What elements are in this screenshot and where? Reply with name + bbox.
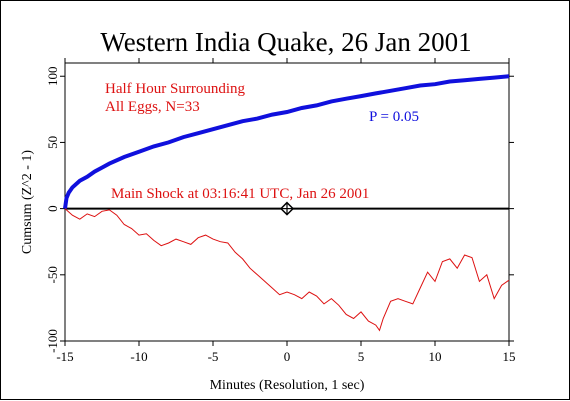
y-tick-label: -100 [45, 329, 60, 353]
y-tick-label: -50 [45, 266, 60, 283]
series-line-envelope [63, 74, 510, 209]
x-axis: -15 -10 -5 0 5 10 15 [56, 58, 516, 364]
y-tick-label: 0 [45, 205, 60, 212]
probability-label: P = 0.05 [369, 109, 419, 125]
series-line-cumsum [64, 208, 510, 332]
y-tick-label: 100 [45, 66, 60, 86]
y-axis-label: Cumsum (Z^2 - 1) [20, 150, 35, 255]
x-tick-label: -15 [56, 349, 73, 364]
x-tick-label: 15 [503, 349, 516, 364]
x-tick-label: 10 [429, 349, 442, 364]
y-axis: -100 -50 0 50 100 [45, 66, 514, 353]
x-axis-label: Minutes (Resolution, 1 sec) [210, 378, 365, 393]
y-tick-label: 50 [45, 136, 60, 149]
dataset-label-line-2: All Eggs, N=33 [105, 99, 200, 115]
x-tick-label: 5 [358, 349, 365, 364]
x-tick-label: 0 [284, 349, 291, 364]
x-tick-label: -5 [208, 349, 219, 364]
event-label: Main Shock at 03:16:41 UTC, Jan 26 2001 [111, 186, 369, 202]
event-marker [279, 201, 295, 216]
chart-title: Western India Quake, 26 Jan 2001 [100, 27, 471, 57]
x-tick-label: -10 [130, 349, 147, 364]
dataset-label-line-1: Half Hour Surrounding [105, 81, 245, 97]
